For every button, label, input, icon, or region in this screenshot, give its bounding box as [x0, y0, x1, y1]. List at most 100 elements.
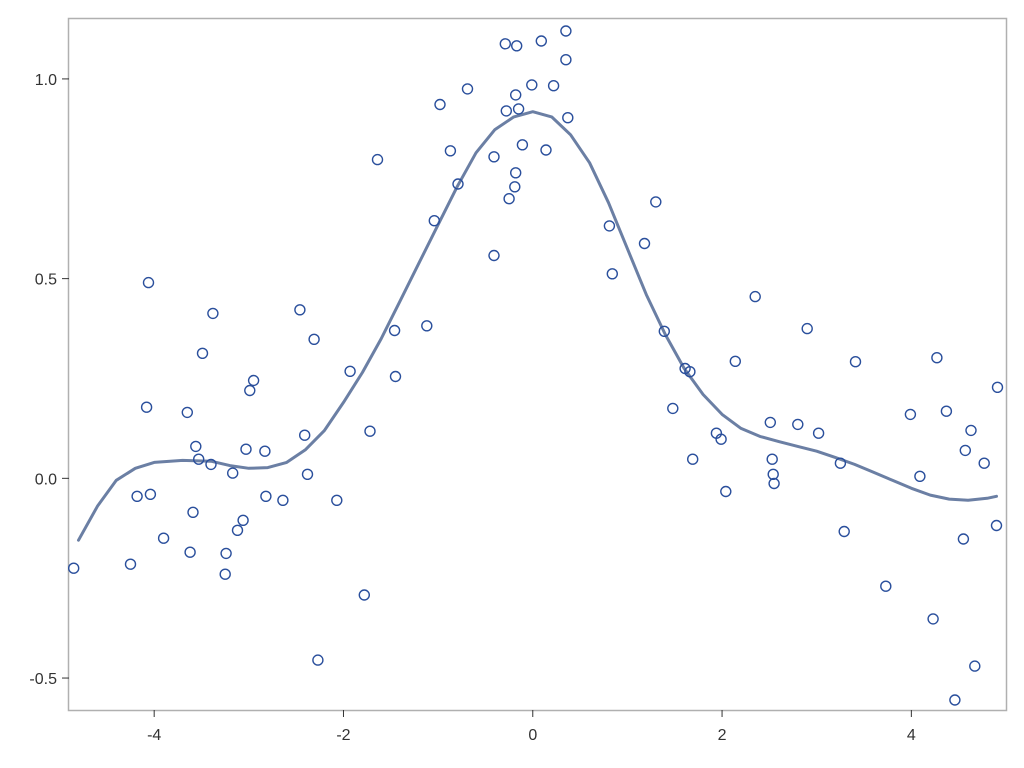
- scatter-point: [142, 276, 155, 289]
- x-tick-label: 4: [907, 727, 916, 744]
- scatter-point: [231, 524, 244, 536]
- scatter-point: [729, 355, 741, 367]
- scatter-point: [914, 470, 926, 482]
- scatter-point: [547, 79, 560, 92]
- scatter-point: [512, 103, 525, 115]
- scatter-point: [749, 290, 761, 303]
- scatter-point: [834, 457, 847, 469]
- scatter-point: [540, 144, 552, 156]
- scatter-point: [259, 445, 271, 457]
- scatter-point: [294, 304, 306, 316]
- scatter-point: [389, 370, 402, 383]
- scatter-point: [606, 268, 618, 280]
- scatter-point: [260, 490, 272, 502]
- scatter-point: [444, 145, 457, 157]
- scatter-point: [488, 249, 500, 262]
- scatter-point: [299, 429, 311, 441]
- y-tick-label: 1.0: [35, 72, 57, 89]
- scatter-point: [421, 320, 433, 332]
- plot-frame: [67, 17, 1008, 712]
- scatter-point: [812, 427, 825, 439]
- scatter-point: [927, 613, 939, 625]
- scatter-point: [650, 196, 662, 208]
- scatter-point: [978, 457, 990, 469]
- scatter-point: [658, 325, 670, 337]
- scatter-point: [207, 307, 219, 320]
- scatter-point: [237, 514, 249, 526]
- scatter-point: [344, 365, 356, 377]
- scatter-point: [157, 532, 170, 544]
- scatter-point: [969, 660, 981, 672]
- scatter-point: [720, 485, 732, 498]
- scatter-point: [516, 139, 529, 151]
- scatter-point: [144, 488, 157, 500]
- fit-curve-layer: [77, 110, 998, 542]
- scatter-point: [638, 237, 651, 250]
- scatter-point: [904, 408, 917, 421]
- scatter-points-layer: [67, 25, 1004, 706]
- scatter-point: [511, 40, 523, 52]
- scatter-point: [499, 38, 511, 50]
- scatter-point: [687, 453, 699, 465]
- x-tick-label: -4: [147, 727, 161, 744]
- scatter-point: [181, 406, 194, 419]
- scatter-point: [509, 181, 521, 193]
- scatter-point: [371, 153, 384, 166]
- scatter-point: [277, 494, 289, 506]
- scatter-point: [308, 333, 320, 345]
- scatter-point: [461, 83, 474, 95]
- fit-curve-line: [77, 110, 998, 542]
- scatter-point: [940, 405, 953, 417]
- y-axis: -0.5 0.0 0.5 1.0: [29, 72, 69, 688]
- scatter-point: [535, 35, 547, 47]
- scatter-point: [301, 468, 314, 480]
- scatter-point: [560, 54, 572, 66]
- scatter-point: [503, 192, 515, 205]
- scatter-point: [931, 352, 943, 364]
- scatter-point: [358, 589, 370, 601]
- scatter-point: [190, 440, 202, 453]
- scatter-point: [192, 453, 205, 465]
- scatter-point: [488, 151, 500, 163]
- scatter-point: [949, 694, 961, 706]
- scatter-point: [991, 381, 1004, 393]
- x-tick-label: 0: [528, 727, 537, 744]
- scatter-point: [957, 533, 970, 545]
- scatter-point: [667, 402, 679, 415]
- scatter-point: [184, 546, 196, 558]
- scatter-point: [244, 384, 256, 397]
- scatter-point: [766, 453, 778, 465]
- scatter-point: [312, 654, 324, 666]
- scatter-point: [849, 356, 862, 368]
- scatter-point: [684, 366, 696, 378]
- scatter-point: [768, 477, 780, 490]
- scatter-point: [510, 89, 522, 101]
- y-tick-label: 0.5: [35, 272, 57, 289]
- scatter-point: [220, 547, 232, 560]
- scatter-point: [603, 220, 616, 232]
- scatter-point: [187, 506, 199, 518]
- scatter-point: [560, 25, 572, 37]
- scatter-point: [838, 525, 850, 538]
- scatter-point: [526, 79, 538, 91]
- scatter-point: [562, 111, 574, 124]
- scatter-point: [792, 418, 804, 431]
- y-tick-label: -0.5: [29, 671, 57, 688]
- scatter-point: [510, 167, 522, 179]
- scatter-point: [500, 105, 512, 117]
- scatter-point: [715, 433, 727, 445]
- scatter-point: [205, 458, 217, 471]
- y-tick-label: 0.0: [35, 471, 57, 488]
- x-tick-label: 2: [718, 727, 727, 744]
- scatter-point: [767, 468, 779, 480]
- x-tick-label: -2: [336, 727, 350, 744]
- scatter-point: [880, 580, 892, 592]
- scatter-point: [428, 214, 440, 227]
- scatter-point: [764, 416, 776, 429]
- scatter-point: [801, 322, 813, 335]
- scatter-point: [196, 347, 209, 359]
- scatter-point: [226, 467, 239, 479]
- scatter-point: [990, 519, 1003, 532]
- scatter-point: [124, 558, 137, 570]
